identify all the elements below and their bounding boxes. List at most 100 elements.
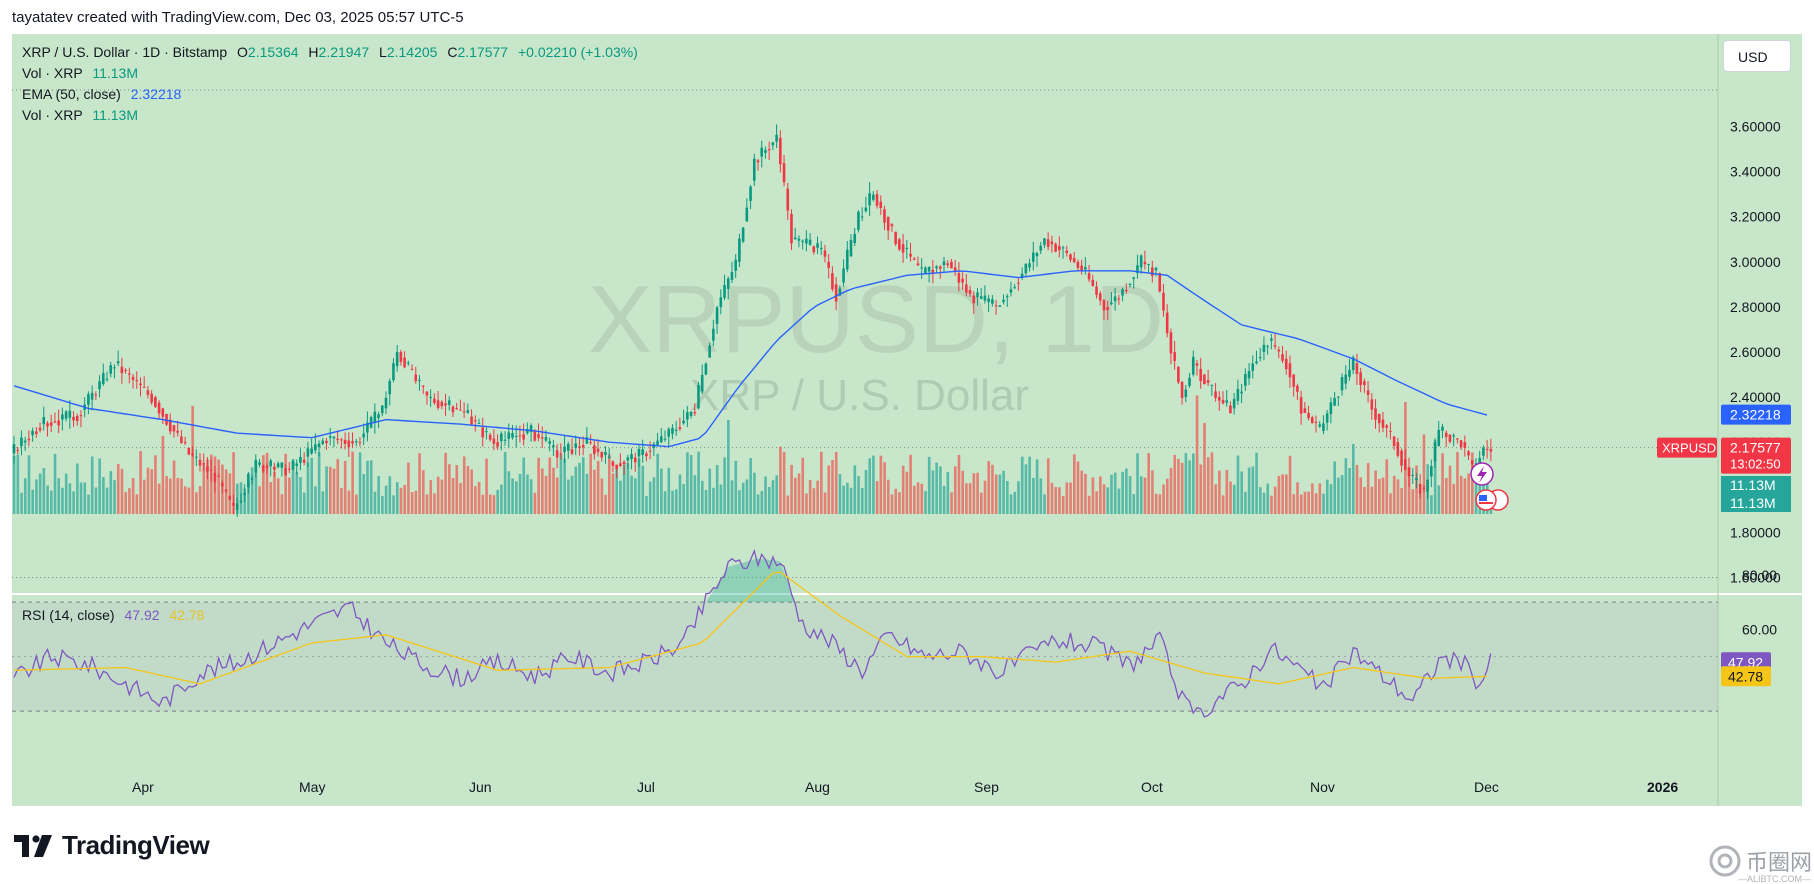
candle-body bbox=[1124, 290, 1128, 291]
price-tick-label: 3.20000 bbox=[1730, 209, 1781, 225]
volume-bar bbox=[1024, 464, 1028, 514]
candle-body bbox=[1266, 346, 1269, 348]
volume-bar bbox=[433, 493, 436, 514]
candle-body bbox=[678, 427, 682, 430]
candle-body bbox=[622, 461, 626, 464]
volume-bar bbox=[42, 468, 46, 514]
volume-bar bbox=[481, 494, 485, 514]
candle-body bbox=[1232, 398, 1236, 409]
candle-body bbox=[730, 271, 734, 280]
volume-bar bbox=[1218, 470, 1221, 514]
candle-body bbox=[704, 363, 708, 375]
candle-body bbox=[176, 430, 179, 433]
volume-bar bbox=[209, 454, 213, 514]
volume-bar bbox=[392, 495, 395, 514]
volume-bar bbox=[1281, 474, 1284, 514]
volume-bar bbox=[1099, 476, 1102, 514]
volume-bar bbox=[317, 452, 321, 514]
volume-bar bbox=[570, 475, 574, 514]
volume-bar bbox=[407, 462, 410, 514]
volume-bar bbox=[150, 469, 154, 514]
legend-low: 2.14205 bbox=[386, 44, 438, 60]
volume-badge-value: 11.13M bbox=[1730, 477, 1776, 493]
candle-body bbox=[433, 398, 436, 403]
volume-bar bbox=[1285, 474, 1288, 514]
candle-body bbox=[946, 263, 950, 266]
candle-body bbox=[745, 207, 749, 222]
candle-body bbox=[1065, 250, 1069, 254]
volume-bar bbox=[518, 473, 522, 514]
candle-body bbox=[12, 444, 16, 454]
volume-bar bbox=[50, 490, 53, 514]
volume-bar bbox=[105, 487, 109, 514]
volume-bar bbox=[909, 454, 912, 514]
candle-body bbox=[49, 422, 53, 426]
volume-bar bbox=[1080, 470, 1084, 514]
volume-bar bbox=[667, 467, 671, 514]
volume-bar bbox=[983, 480, 987, 514]
volume-bar bbox=[414, 490, 418, 514]
chart-frame[interactable]: XRPUSD, 1D XRP / U.S. Dollar 3.60000 3.4000… bbox=[12, 34, 1802, 806]
candle-body bbox=[1344, 374, 1348, 384]
volume-bar bbox=[395, 482, 399, 514]
candle-body bbox=[109, 365, 113, 374]
candle-body bbox=[1199, 368, 1202, 382]
currency-button[interactable]: USD bbox=[1723, 40, 1791, 72]
volume-bar bbox=[767, 486, 771, 514]
volume-bar bbox=[589, 453, 592, 514]
candle-body bbox=[671, 428, 674, 434]
volume-bar bbox=[1471, 452, 1474, 514]
volume-bar bbox=[470, 469, 473, 514]
volume-bar bbox=[1430, 495, 1433, 514]
volume-bar bbox=[942, 485, 946, 514]
volume-bar bbox=[284, 453, 287, 514]
candle-body bbox=[894, 231, 897, 245]
volume-bar bbox=[373, 491, 377, 514]
candle-body bbox=[942, 261, 946, 266]
volume-bar bbox=[1184, 453, 1188, 514]
volume-bar bbox=[660, 468, 663, 514]
volume-bar bbox=[920, 483, 924, 514]
candle-body bbox=[418, 379, 421, 381]
volume-bar bbox=[1303, 491, 1307, 514]
rsi-tick-label: 60.00 bbox=[1742, 621, 1777, 637]
candle-body bbox=[105, 378, 109, 380]
candle-body bbox=[20, 437, 23, 447]
volume-bar bbox=[1381, 477, 1385, 514]
volume-bar bbox=[492, 495, 496, 514]
tradingview-logo[interactable]: TradingView bbox=[14, 830, 210, 861]
candle-body bbox=[384, 397, 388, 409]
flag-glyph-icon bbox=[1479, 495, 1487, 501]
volume-bar bbox=[38, 473, 42, 514]
candle-body bbox=[295, 463, 299, 467]
volume-bar bbox=[53, 453, 57, 514]
volume-bar bbox=[913, 485, 916, 514]
volume-bar bbox=[574, 466, 578, 514]
volume-bar bbox=[116, 464, 120, 514]
candle-body bbox=[1188, 377, 1191, 386]
legend-volume2-value: 11.13M bbox=[92, 107, 138, 123]
volume-bar bbox=[1054, 487, 1057, 514]
volume-bar bbox=[898, 492, 901, 514]
candle-body bbox=[90, 392, 94, 400]
volume-bar bbox=[823, 492, 827, 514]
candle-body bbox=[633, 457, 637, 463]
candle-body bbox=[1013, 287, 1016, 289]
candle-body bbox=[351, 441, 354, 444]
candle-body bbox=[585, 437, 589, 444]
candle-body bbox=[206, 466, 209, 472]
candle-body bbox=[723, 285, 726, 298]
candle-body bbox=[1080, 265, 1083, 272]
volume-bar bbox=[488, 494, 492, 514]
candle-body bbox=[1396, 442, 1400, 456]
volume-bar bbox=[1117, 488, 1121, 514]
volume-bar bbox=[340, 487, 343, 514]
volume-bar bbox=[1125, 468, 1128, 514]
candle-body bbox=[31, 430, 34, 436]
candle-body bbox=[991, 299, 994, 304]
volume-bar bbox=[827, 465, 831, 514]
candle-body bbox=[328, 436, 332, 438]
candle-body bbox=[269, 460, 272, 467]
candle-body bbox=[529, 425, 533, 433]
